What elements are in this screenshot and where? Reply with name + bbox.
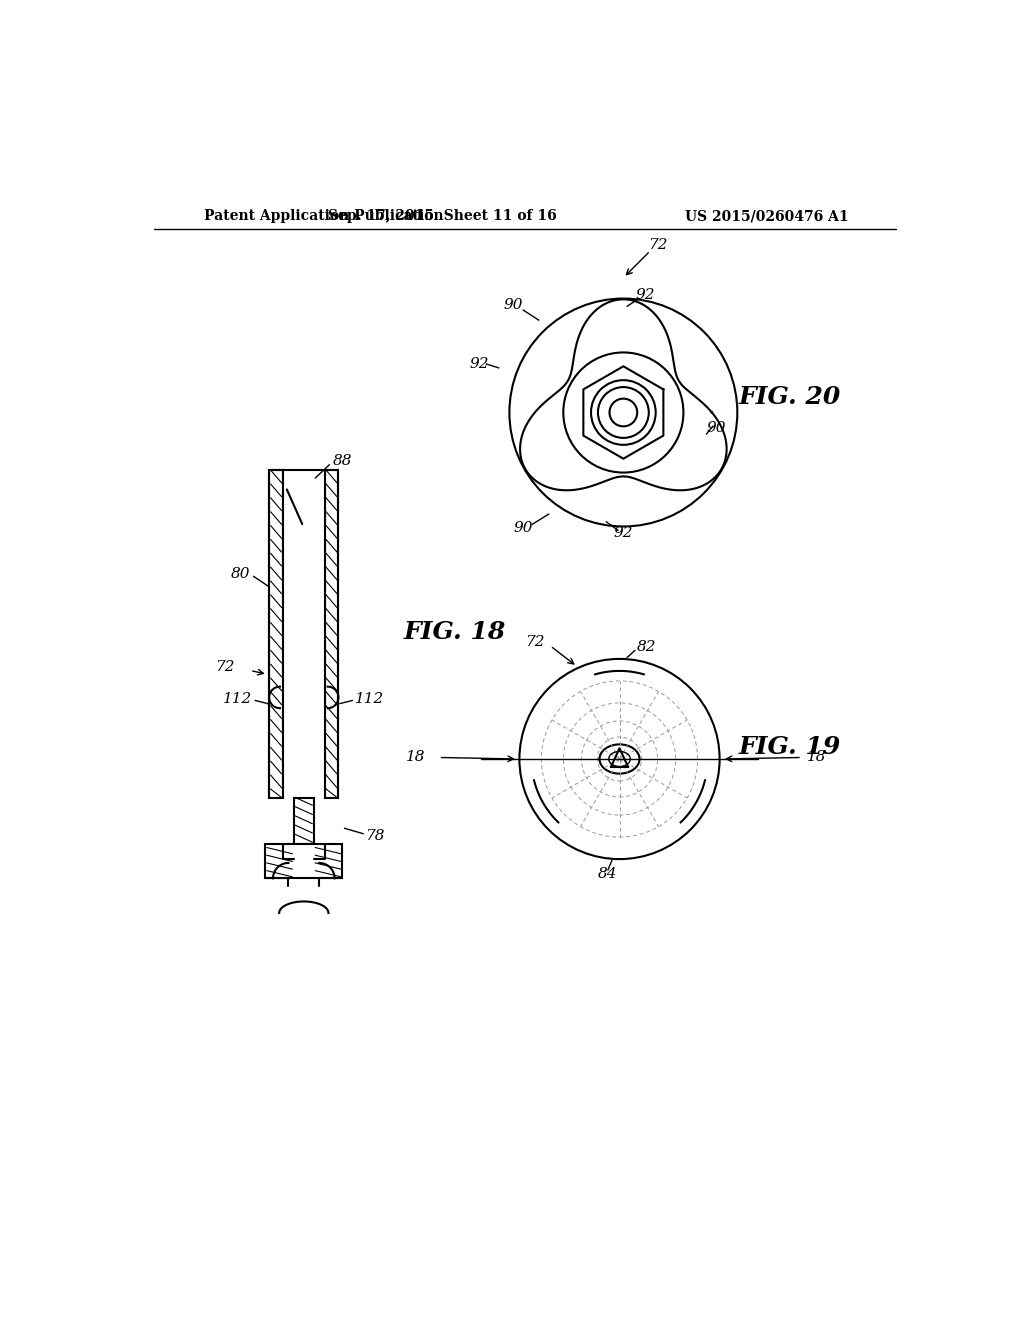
Text: 80: 80 <box>230 568 250 581</box>
Text: 112: 112 <box>355 692 385 706</box>
Text: US 2015/0260476 A1: US 2015/0260476 A1 <box>685 209 849 223</box>
Text: 82: 82 <box>637 640 656 655</box>
Text: 112: 112 <box>223 692 252 706</box>
Text: 78: 78 <box>366 829 385 843</box>
Text: Sep. 17, 2015  Sheet 11 of 16: Sep. 17, 2015 Sheet 11 of 16 <box>328 209 557 223</box>
Text: Patent Application Publication: Patent Application Publication <box>204 209 443 223</box>
Text: 90: 90 <box>513 521 534 535</box>
Text: 90: 90 <box>706 421 726 434</box>
Text: 90: 90 <box>504 298 523 312</box>
Bar <box>265 843 342 878</box>
Text: 92: 92 <box>635 288 654 302</box>
Text: 18: 18 <box>807 751 826 764</box>
Text: 88: 88 <box>333 454 352 469</box>
Bar <box>269 470 283 797</box>
Text: FIG. 20: FIG. 20 <box>739 385 841 409</box>
Text: 72: 72 <box>648 239 668 252</box>
Text: 92: 92 <box>470 356 489 371</box>
Text: 72: 72 <box>215 660 234 673</box>
Text: 84: 84 <box>598 867 617 882</box>
Bar <box>283 470 325 797</box>
Bar <box>325 470 339 797</box>
Bar <box>294 797 313 843</box>
Text: FIG. 18: FIG. 18 <box>403 620 506 644</box>
Text: FIG. 19: FIG. 19 <box>739 735 841 759</box>
Text: 92: 92 <box>613 527 633 540</box>
Text: 18: 18 <box>406 751 425 764</box>
Text: 72: 72 <box>525 635 545 649</box>
